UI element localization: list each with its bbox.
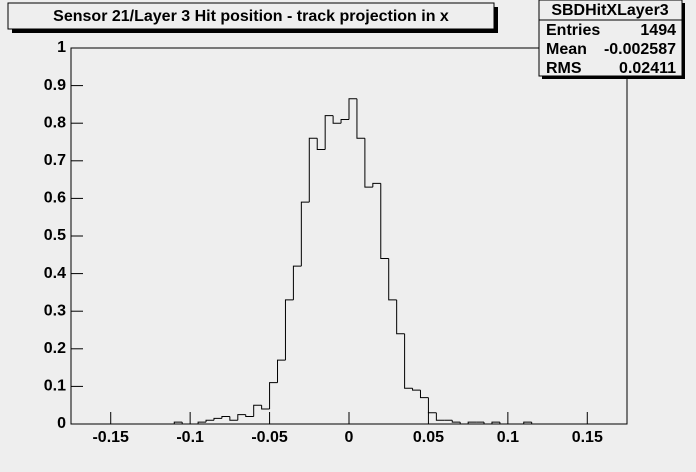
histogram-bin: [245, 414, 254, 417]
histogram-bin: [372, 182, 381, 188]
histogram-bin: [316, 138, 326, 151]
histogram-bin: [467, 421, 477, 424]
histogram-bin: [277, 359, 286, 383]
y-tick-label: 0: [57, 415, 66, 432]
stats-label: Entries: [546, 22, 600, 39]
x-tick-label: -0.05: [251, 429, 288, 446]
histogram-bin: [451, 420, 461, 423]
histogram-bin: [419, 390, 429, 399]
histogram-bin: [364, 138, 373, 188]
histogram-bin: [308, 137, 318, 203]
stats-value: 0.02411: [619, 60, 676, 77]
histogram-bin: [348, 98, 357, 120]
histogram-bin: [269, 382, 278, 409]
histogram-bin: [284, 299, 294, 361]
histogram-bin: [300, 201, 310, 267]
histogram-bin: [404, 333, 413, 389]
x-tick-label: 0: [345, 429, 354, 446]
histogram-bin: [213, 417, 222, 421]
chart-title: Sensor 21/Layer 3 Hit position - track p…: [53, 8, 449, 25]
histogram-bin: [427, 397, 437, 414]
stats-value: -0.002587: [604, 41, 676, 58]
title-box: [7, 2, 495, 30]
x-tick-label: -0.1: [176, 429, 204, 446]
histogram-bin: [261, 405, 270, 410]
x-tick-label: 0.05: [413, 429, 444, 446]
histogram-bin: [221, 415, 230, 419]
histogram-bin: [483, 422, 492, 425]
histogram-bin: [229, 416, 238, 421]
histogram-bin: [292, 265, 302, 300]
y-tick-label: 0.4: [44, 265, 66, 282]
histogram-bin: [523, 421, 532, 424]
histogram-bin: [491, 421, 500, 424]
y-tick-label: 0.7: [44, 152, 66, 169]
x-tick-label: -0.15: [92, 429, 129, 446]
y-tick-label: 0.1: [44, 378, 66, 395]
y-tick-label: 0.5: [44, 227, 66, 244]
histogram-bin: [181, 422, 191, 425]
y-tick-label: 0.3: [44, 302, 66, 319]
x-tick-label: 0.15: [572, 429, 603, 446]
y-tick-label: 0.6: [44, 190, 66, 207]
histogram-bin: [396, 299, 405, 335]
stats-value: 1494: [640, 22, 676, 39]
histogram-bin: [435, 412, 445, 421]
histogram-bin: [253, 404, 262, 417]
histogram-bin: [412, 388, 421, 391]
histogram-bin: [237, 414, 246, 421]
histogram-bin: [332, 115, 342, 124]
histogram-bin: [340, 118, 349, 124]
histogram-bin: [356, 98, 365, 139]
histogram-bin: [459, 422, 469, 425]
histogram-bin: [324, 115, 334, 150]
histogram-bin: [380, 183, 389, 260]
y-tick-label: 0.9: [44, 77, 66, 94]
stats-label: Mean: [546, 41, 587, 58]
histogram-bin: [531, 422, 540, 425]
x-tick-label: 0.1: [497, 429, 519, 446]
stats-label: RMS: [546, 60, 582, 77]
y-tick-label: 0.8: [44, 114, 66, 131]
y-tick-label: 1: [57, 39, 66, 56]
histogram-bin: [205, 419, 214, 423]
y-tick-label: 0.2: [44, 340, 66, 357]
histogram-bin: [499, 422, 508, 425]
histogram-bin: [173, 421, 183, 424]
stats-name: SBDHitXLayer3: [551, 2, 668, 19]
stats-box: [538, 0, 683, 77]
histogram-bin: [197, 421, 207, 424]
histogram-bin: [388, 258, 397, 301]
